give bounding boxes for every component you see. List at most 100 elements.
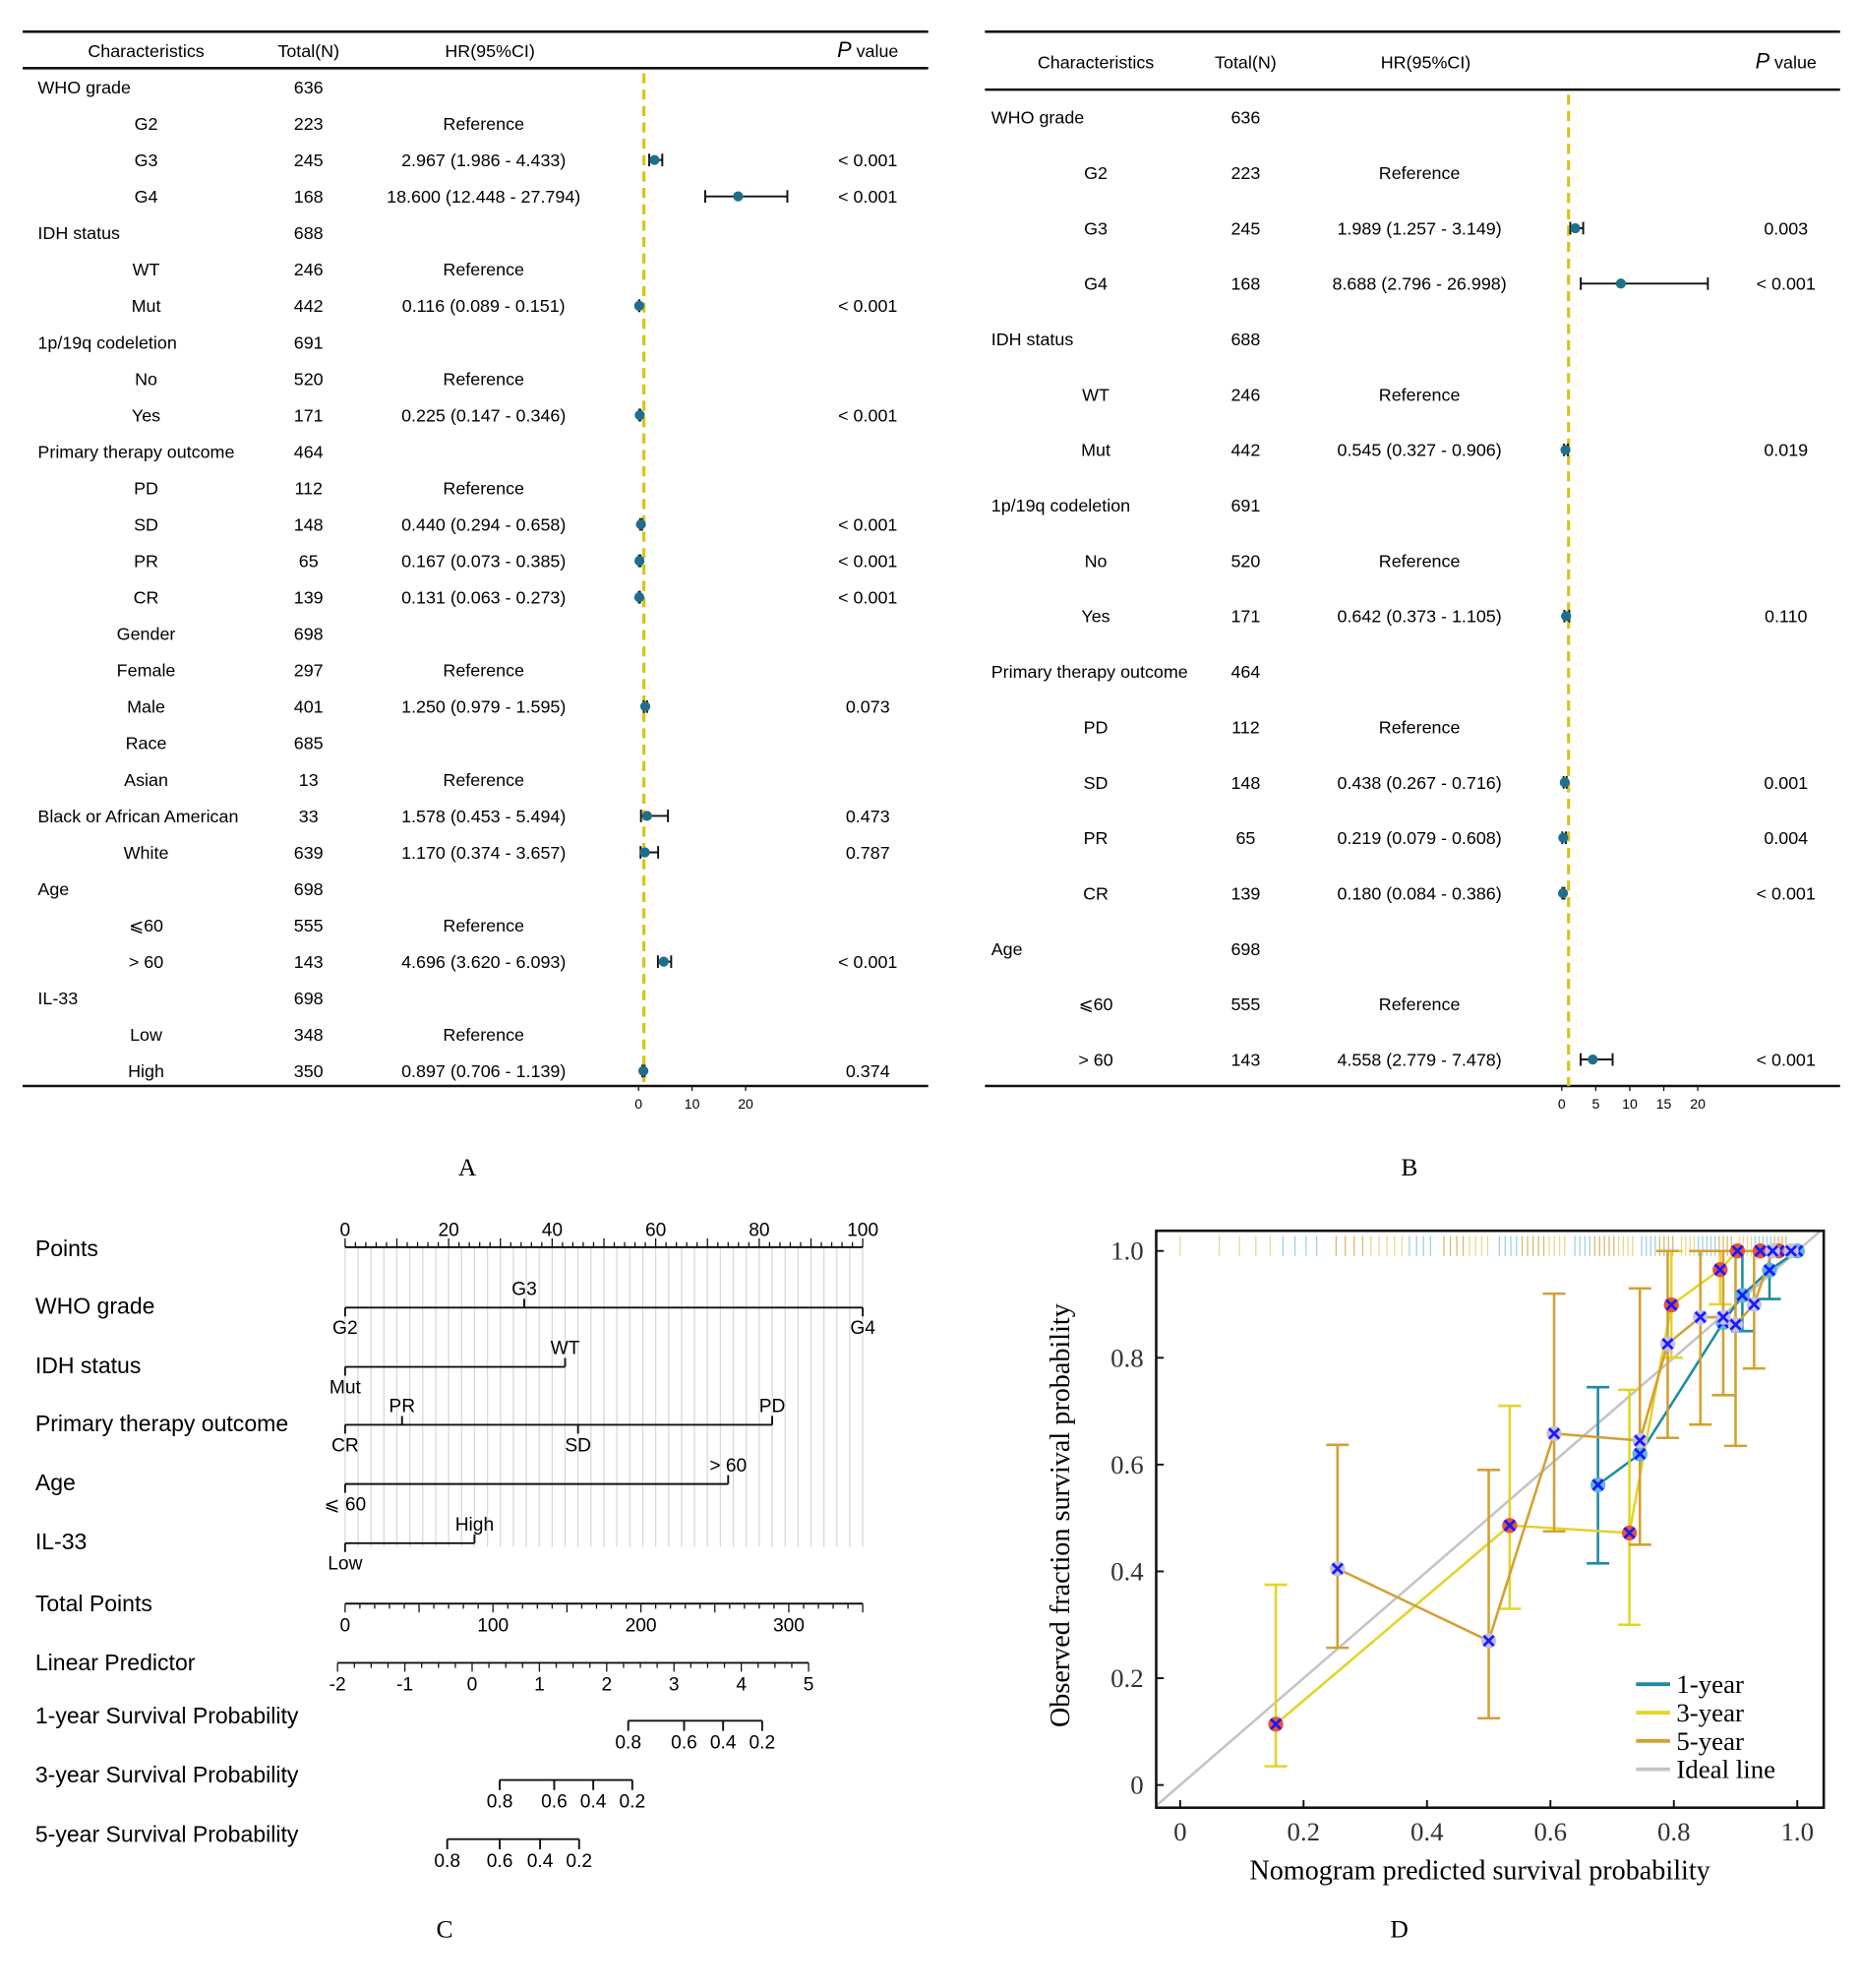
row-label: > 60 [1078, 1050, 1112, 1069]
row-total: 636 [1230, 108, 1260, 128]
predicted-marker [1331, 1562, 1344, 1575]
row-label: Age [991, 939, 1023, 959]
hr-point [658, 956, 669, 967]
row-hr-text: 0.180 (0.084 - 0.386) [1337, 883, 1501, 903]
y-tick-label: 0.2 [1110, 1663, 1144, 1693]
hr-point [633, 300, 644, 311]
row-label: G2 [135, 114, 158, 134]
predicted-marker [1731, 1244, 1744, 1257]
total-points-tick-label: 200 [626, 1615, 657, 1636]
row-total: 143 [1230, 1050, 1260, 1069]
hr-point [1615, 278, 1627, 289]
row-hr-text: Reference [443, 770, 524, 790]
predicted-marker [1482, 1634, 1495, 1648]
row-total: 65 [1235, 828, 1255, 848]
survival-tick-label: 0.8 [487, 1792, 513, 1813]
hr-point [641, 811, 652, 821]
row-p-value: < 0.001 [838, 588, 897, 608]
y-tick-label: 1.0 [1110, 1236, 1144, 1266]
row-p-value: 0.110 [1765, 607, 1808, 627]
hr-point [633, 556, 645, 567]
row-hr-text: Reference [443, 661, 524, 681]
row-total: 442 [294, 296, 324, 316]
row-label: Asian [124, 770, 168, 790]
row-label: IDH status [991, 330, 1074, 349]
forest-plot-a: Characteristics Total(N) HR(95%CI) P value W… [23, 30, 929, 1112]
row-label: No [135, 369, 157, 389]
predicted-marker [1694, 1310, 1707, 1324]
survival-tick-label: 0.2 [750, 1733, 776, 1754]
row-label: PD [1084, 717, 1109, 737]
row-total: 698 [1230, 939, 1260, 959]
x-tick-label: 1.0 [1780, 1817, 1814, 1846]
row-hr-text: 8.688 (2.796 - 26.998) [1333, 274, 1507, 294]
predicted-marker [1754, 1244, 1767, 1257]
row-total: 555 [294, 916, 324, 935]
hr-point [639, 847, 650, 858]
row-total: 639 [294, 843, 324, 863]
row-hr-text: 0.225 (0.147 - 0.346) [401, 405, 566, 425]
row-total: 245 [294, 151, 324, 170]
row-label: Gender [117, 625, 176, 644]
row-label: > 60 [129, 952, 163, 972]
row-p-value: 0.019 [1764, 441, 1808, 460]
header-total: Total(N) [277, 41, 339, 61]
level-label: ⩽ 60 [324, 1495, 366, 1516]
row-label: G4 [1084, 274, 1108, 294]
row-label: PR [134, 552, 158, 572]
row-hr-text: Reference [443, 260, 524, 279]
variable-label: WHO grade [35, 1294, 155, 1319]
row-label: Mut [132, 296, 161, 316]
x-tick-label: 0.8 [1657, 1817, 1691, 1846]
row-p-value: < 0.001 [838, 552, 897, 572]
panel-label-d: D [1390, 1915, 1408, 1944]
panel-label-c: C [436, 1915, 452, 1944]
row-label: Mut [1081, 441, 1110, 460]
header-characteristics: Characteristics [88, 41, 204, 61]
total-points-tick-label: 0 [340, 1615, 351, 1636]
x-tick-label: 15 [1656, 1096, 1672, 1112]
y-tick-label: 0.4 [1110, 1556, 1144, 1586]
hr-point [1557, 887, 1569, 899]
row-hr-text: 0.116 (0.089 - 0.151) [402, 296, 566, 316]
variable-label: IDH status [35, 1353, 142, 1378]
predicted-marker [1763, 1264, 1776, 1277]
variable-label: Age [35, 1470, 76, 1495]
hr-point [1561, 611, 1572, 622]
row-p-value: < 0.001 [838, 514, 897, 534]
row-total: 171 [1230, 607, 1260, 627]
hr-point [649, 154, 660, 165]
x-tick-label: 0 [1173, 1817, 1186, 1846]
row-hr-text: 0.545 (0.327 - 0.906) [1337, 441, 1501, 460]
row-label: WHO grade [991, 108, 1085, 128]
hr-point [1559, 777, 1570, 788]
header-p-rest: value [1769, 52, 1817, 72]
survival-scale-label: 3-year Survival Probability [35, 1762, 299, 1787]
row-hr-text: 2.967 (1.986 - 4.433) [401, 151, 566, 170]
row-label: Low [130, 1025, 162, 1045]
linear-predictor-tick-label: 4 [736, 1675, 747, 1696]
level-label: > 60 [709, 1456, 747, 1476]
row-total: 350 [294, 1061, 324, 1081]
level-label: PR [389, 1397, 415, 1417]
row-total: 297 [294, 661, 324, 681]
survival-tick-label: 0.4 [710, 1733, 737, 1754]
variable-label: Primary therapy outcome [35, 1411, 288, 1436]
row-total: 139 [1230, 883, 1260, 903]
y-tick-label: 0.6 [1110, 1450, 1144, 1479]
calibration-plot-d: 0 0.2 0.4 0.6 0.8 1.0 0 0.2 0.4 0.6 0.8 1.0 Nomogram… [1046, 1229, 1826, 1887]
row-total: 464 [1230, 662, 1260, 682]
x-axis-title: Nomogram predicted survival probability [1249, 1856, 1709, 1887]
total-points-label: Total Points [35, 1591, 152, 1616]
survival-tick-label: 0.4 [580, 1792, 607, 1813]
header-p-rest: value [852, 41, 899, 61]
row-hr-text: Reference [443, 916, 524, 935]
header-hr: HR(95%CI) [445, 41, 535, 61]
row-total: 223 [294, 114, 324, 134]
row-total: 442 [1230, 441, 1260, 460]
row-total: 246 [294, 260, 324, 279]
predicted-marker [1784, 1244, 1798, 1257]
row-p-value: 0.374 [846, 1061, 890, 1081]
row-hr-text: Reference [443, 114, 524, 134]
row-hr-text: 0.219 (0.079 - 0.608) [1337, 828, 1501, 848]
